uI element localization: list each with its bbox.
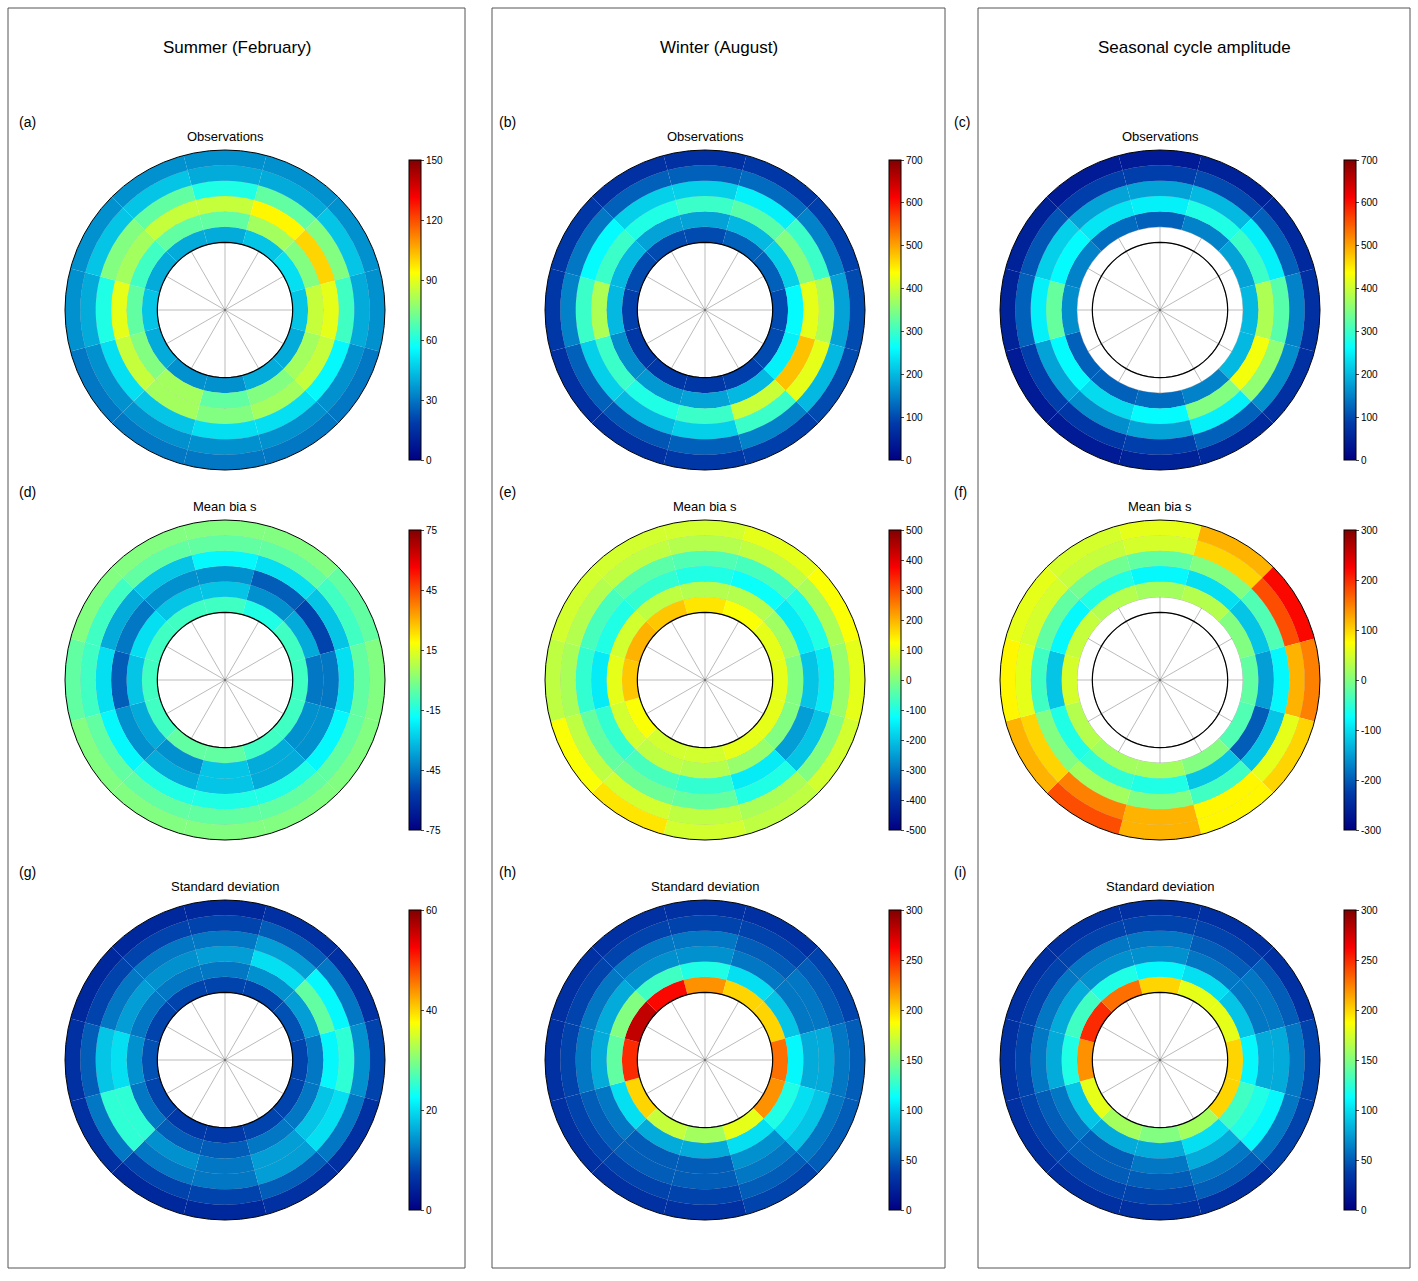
svg-text:15: 15 [426,645,438,656]
svg-text:0: 0 [1361,1205,1367,1216]
svg-text:500: 500 [906,240,923,251]
svg-text:150: 150 [426,155,443,166]
svg-text:100: 100 [1361,625,1378,636]
svg-text:250: 250 [1361,955,1378,966]
svg-text:150: 150 [1361,1055,1378,1066]
svg-text:(d): (d) [19,484,36,500]
svg-text:0: 0 [1361,455,1367,466]
svg-text:300: 300 [906,326,923,337]
svg-text:0: 0 [906,1205,912,1216]
svg-text:Standard deviation: Standard deviation [651,879,759,894]
svg-text:-100: -100 [906,705,926,716]
svg-text:90: 90 [426,275,438,286]
svg-text:-75: -75 [426,825,441,836]
svg-text:-400: -400 [906,795,926,806]
svg-text:200: 200 [906,369,923,380]
svg-text:400: 400 [906,555,923,566]
svg-text:Observations: Observations [667,129,744,144]
svg-text:300: 300 [1361,905,1378,916]
svg-text:-45: -45 [426,765,441,776]
svg-text:500: 500 [906,525,923,536]
svg-text:200: 200 [906,615,923,626]
svg-text:700: 700 [1361,155,1378,166]
svg-text:(i): (i) [954,864,966,880]
svg-text:200: 200 [1361,575,1378,586]
svg-text:500: 500 [1361,240,1378,251]
svg-text:Summer (February): Summer (February) [163,38,311,57]
svg-text:50: 50 [906,1155,918,1166]
svg-text:400: 400 [906,283,923,294]
svg-text:Seasonal cycle amplitude: Seasonal cycle amplitude [1098,38,1291,57]
svg-text:200: 200 [906,1005,923,1016]
svg-text:Mean bia s: Mean bia s [673,499,737,514]
svg-text:150: 150 [906,1055,923,1066]
svg-text:-200: -200 [906,735,926,746]
svg-text:Mean bia s: Mean bia s [193,499,257,514]
svg-text:Mean bia s: Mean bia s [1128,499,1192,514]
svg-text:60: 60 [426,905,438,916]
svg-text:40: 40 [426,1005,438,1016]
svg-text:-200: -200 [1361,775,1381,786]
svg-text:(f): (f) [954,484,967,500]
svg-text:250: 250 [906,955,923,966]
svg-text:300: 300 [1361,525,1378,536]
svg-text:(e): (e) [499,484,516,500]
svg-text:100: 100 [906,412,923,423]
svg-text:(b): (b) [499,114,516,130]
svg-text:200: 200 [1361,369,1378,380]
svg-text:30: 30 [426,395,438,406]
svg-text:300: 300 [906,585,923,596]
svg-text:75: 75 [426,525,438,536]
svg-text:Standard deviation: Standard deviation [1106,879,1214,894]
svg-text:300: 300 [906,905,923,916]
svg-text:-300: -300 [906,765,926,776]
svg-text:0: 0 [906,675,912,686]
svg-text:-500: -500 [906,825,926,836]
svg-text:600: 600 [1361,197,1378,208]
svg-text:-15: -15 [426,705,441,716]
svg-text:600: 600 [906,197,923,208]
svg-text:Winter (August): Winter (August) [660,38,778,57]
svg-text:100: 100 [906,645,923,656]
svg-text:0: 0 [426,1205,432,1216]
svg-text:(g): (g) [19,864,36,880]
svg-text:-300: -300 [1361,825,1381,836]
svg-text:400: 400 [1361,283,1378,294]
svg-text:300: 300 [1361,326,1378,337]
svg-text:(h): (h) [499,864,516,880]
svg-text:60: 60 [426,335,438,346]
svg-text:0: 0 [1361,675,1367,686]
svg-text:-100: -100 [1361,725,1381,736]
svg-text:100: 100 [1361,412,1378,423]
svg-text:0: 0 [906,455,912,466]
svg-text:20: 20 [426,1105,438,1116]
svg-text:100: 100 [1361,1105,1378,1116]
svg-text:Observations: Observations [1122,129,1199,144]
svg-text:45: 45 [426,585,438,596]
svg-text:100: 100 [906,1105,923,1116]
svg-text:(c): (c) [954,114,970,130]
svg-text:50: 50 [1361,1155,1373,1166]
svg-text:120: 120 [426,215,443,226]
svg-text:Observations: Observations [187,129,264,144]
svg-text:(a): (a) [19,114,36,130]
svg-text:200: 200 [1361,1005,1378,1016]
svg-text:700: 700 [906,155,923,166]
svg-text:Standard deviation: Standard deviation [171,879,279,894]
svg-text:0: 0 [426,455,432,466]
